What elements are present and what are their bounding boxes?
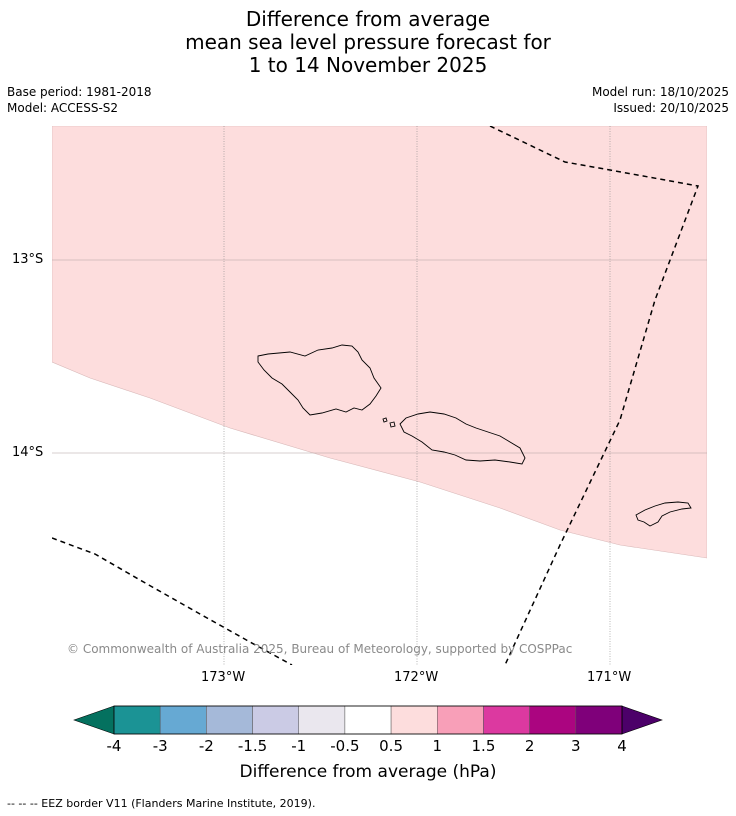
colorbar-tick-label: 1.5 — [471, 737, 496, 755]
meta-left: Base period: 1981-2018 Model: ACCESS-S2 — [7, 84, 152, 116]
colorbar-tick-label: 4 — [617, 737, 627, 755]
eez-border-north — [489, 126, 700, 665]
colorbar-cell — [437, 705, 484, 735]
colorbar-tick-label: 3 — [571, 737, 581, 755]
lat-label-14s: 14°S — [12, 445, 44, 460]
title-line-2: mean sea level pressure forecast for — [185, 30, 551, 54]
model-name: Model: ACCESS-S2 — [7, 101, 119, 115]
positive-anomaly-region — [52, 126, 707, 559]
lon-label-171w: 171°W — [587, 670, 632, 685]
colorbar-tick-label: 2 — [524, 737, 535, 755]
eez-border-south — [52, 537, 293, 665]
colorbar-tick-label: -0.5 — [330, 737, 360, 755]
copyright-notice: © Commonwealth of Australia 2025, Bureau… — [67, 642, 573, 656]
colorbar-cell — [113, 705, 161, 735]
island-savaii — [257, 344, 382, 416]
eez-legend-footer: -- -- -- EEZ border V11 (Flanders Marine… — [7, 797, 316, 810]
colorbar-tick-label: -4 — [106, 737, 122, 755]
eez-borders — [52, 126, 700, 665]
colorbar-extend-right — [621, 705, 663, 735]
parallels — [52, 259, 707, 454]
colorbar-tick-label: 0.5 — [379, 737, 403, 755]
colorbar-tick-label: -1 — [291, 737, 307, 755]
lat-label-13s: 13°S — [12, 252, 44, 267]
island-tutuila — [635, 501, 692, 527]
chart-title: Difference from average mean sea level p… — [0, 8, 736, 77]
coastlines — [257, 344, 692, 527]
colorbar-cell — [298, 705, 346, 735]
colorbar-tick-label: -1.5 — [237, 737, 268, 755]
colorbar-cell — [159, 705, 207, 735]
colorbar-cell — [252, 705, 299, 735]
title-line-1: Difference from average — [245, 7, 491, 31]
colorbar-extend-left — [73, 705, 115, 735]
island-apolima — [389, 421, 396, 428]
island-upolu — [399, 411, 526, 465]
colorbar-cell — [344, 705, 392, 735]
lon-label-173w: 173°W — [201, 670, 246, 685]
colorbar-cell — [206, 705, 253, 735]
colorbar-cell — [483, 705, 530, 735]
colorbar-cell — [575, 705, 623, 735]
meta-right: Model run: 18/10/2025 Issued: 20/10/2025 — [592, 84, 729, 116]
colorbar-outline — [113, 705, 623, 735]
colorbar-title: Difference from average (hPa) — [239, 762, 497, 782]
colorbar-tick-label: 1 — [432, 737, 443, 755]
lon-label-172w: 172°W — [394, 670, 439, 685]
title-line-3: 1 to 14 November 2025 — [248, 53, 488, 77]
colorbar-tick-label: -3 — [152, 737, 168, 755]
colorbar-cell — [390, 705, 438, 735]
issued-date: Issued: 20/10/2025 — [613, 101, 729, 115]
base-period: Base period: 1981-2018 — [7, 85, 152, 99]
colorbar-cell — [529, 705, 577, 735]
model-run: Model run: 18/10/2025 — [591, 85, 729, 99]
colorbar-tick-label: -2 — [198, 737, 214, 755]
island-manono — [382, 417, 388, 423]
